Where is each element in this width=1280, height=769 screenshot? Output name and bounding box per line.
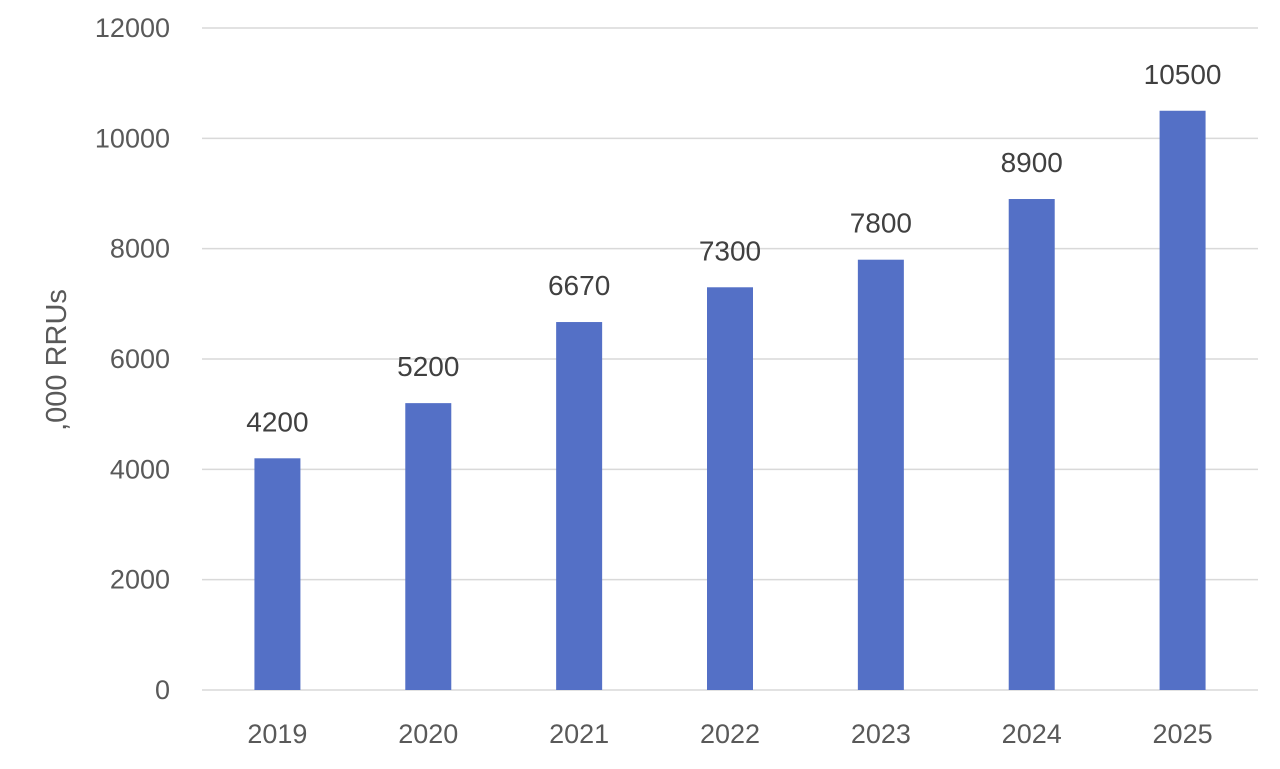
data-label: 8900 [1001, 147, 1063, 178]
y-tick-label: 4000 [110, 454, 170, 484]
bars [254, 110, 1206, 690]
y-axis-tick-labels: 0 2000 4000 6000 8000 10000 12000 [95, 13, 170, 705]
y-tick-label: 10000 [95, 123, 170, 153]
bar-2021 [556, 322, 603, 690]
data-label: 7300 [699, 235, 761, 266]
x-tick-label: 2021 [549, 719, 609, 749]
x-tick-label: 2023 [851, 719, 911, 749]
y-axis-title: ,000 RRUs [41, 289, 73, 431]
bar-2022 [707, 287, 753, 690]
data-labels: 4200 5200 6670 7300 7800 8900 10500 [246, 59, 1221, 438]
bar-2024 [1008, 199, 1055, 690]
bar-2020 [405, 403, 452, 690]
x-axis-tick-labels: 2019 2020 2021 2022 2023 2024 2025 [247, 719, 1212, 749]
data-label: 4200 [246, 406, 308, 437]
bar-2025 [1159, 110, 1206, 690]
y-tick-label: 2000 [110, 565, 170, 595]
data-label: 5200 [397, 351, 459, 382]
data-label: 6670 [548, 270, 610, 301]
data-label: 10500 [1144, 59, 1222, 90]
x-tick-label: 2019 [247, 719, 307, 749]
x-tick-label: 2025 [1153, 719, 1213, 749]
y-tick-label: 0 [155, 675, 170, 705]
bar-2019 [254, 458, 301, 690]
x-tick-label: 2022 [700, 719, 760, 749]
bar-2023 [857, 259, 904, 690]
y-tick-label: 6000 [110, 344, 170, 374]
data-label: 7800 [850, 208, 912, 239]
y-tick-label: 8000 [110, 234, 170, 264]
x-tick-label: 2024 [1002, 719, 1062, 749]
x-tick-label: 2020 [398, 719, 458, 749]
y-tick-label: 12000 [95, 13, 170, 43]
